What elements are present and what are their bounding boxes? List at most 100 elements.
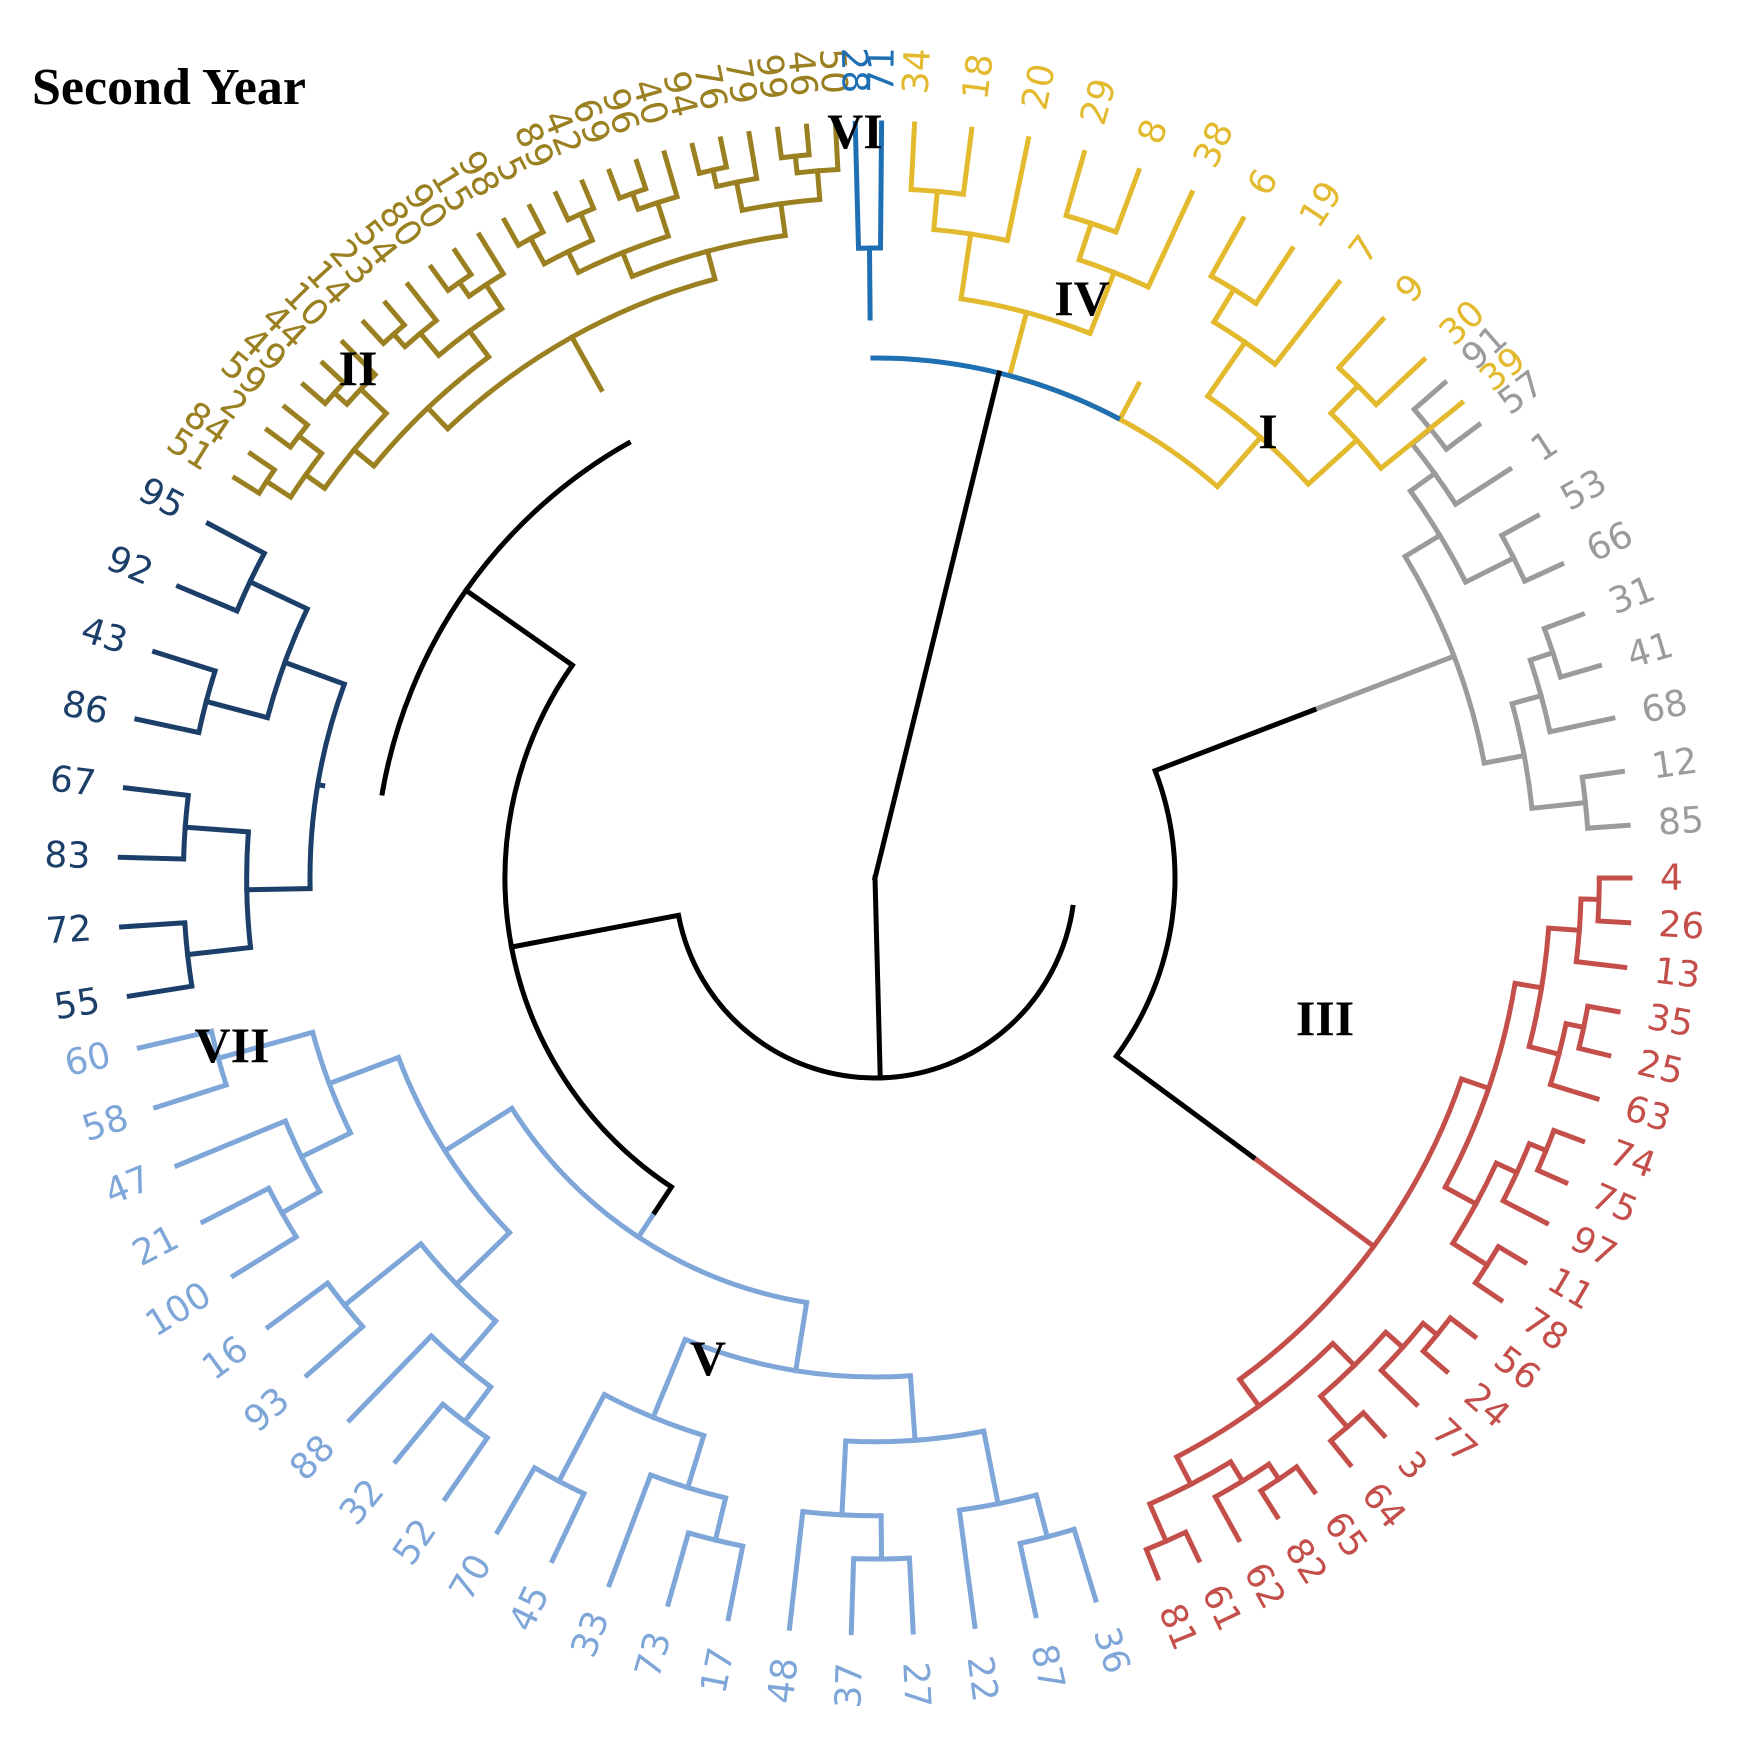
branch-V [392, 1400, 447, 1465]
leaf-label: 13 [1652, 951, 1702, 997]
branch-IV [1062, 149, 1088, 219]
branch-III [1512, 980, 1545, 991]
branch-II [564, 248, 582, 276]
cluster-stem-I [1310, 653, 1458, 714]
branch-I [1546, 715, 1616, 735]
leaf-label: 28 [833, 47, 875, 94]
branch-I [1557, 662, 1603, 681]
branch-V [215, 1029, 316, 1062]
leaf-label: 35 [1644, 997, 1696, 1045]
branch-IV [1004, 135, 1032, 244]
branch-II [427, 263, 452, 294]
branch-V [303, 1323, 367, 1379]
branch-V [792, 1299, 810, 1374]
branch-II [404, 281, 440, 324]
branch-II [579, 178, 597, 212]
backbone-arc [1114, 769, 1178, 1058]
figure-title: Second Year [32, 59, 306, 116]
branch-III [1458, 1075, 1492, 1092]
branch-II [704, 248, 718, 283]
branch-IV [958, 231, 974, 302]
branch-II [500, 216, 522, 249]
branch-III [1419, 1347, 1451, 1375]
branch-III [1329, 1339, 1358, 1369]
branch-III [1359, 1409, 1388, 1440]
branch-III [1550, 1127, 1586, 1145]
branch-V [264, 1279, 332, 1331]
cluster-label-I: I [1258, 403, 1277, 459]
cluster-stem-VI [866, 245, 873, 321]
branch-VII [244, 886, 313, 893]
leaf-label: 21 [126, 1217, 185, 1274]
backbone-branch [872, 875, 883, 1081]
branch-I [1529, 799, 1589, 812]
branch-II [482, 281, 506, 313]
branch-II [717, 135, 730, 171]
branch-III [1595, 918, 1632, 926]
branch-I [1442, 421, 1483, 453]
branch-V [152, 1081, 230, 1111]
branch-II [466, 327, 493, 361]
branch-III [1382, 1328, 1407, 1351]
branch-VII [133, 716, 202, 736]
leaf-label: 76 [685, 61, 735, 114]
branch-III [1526, 1140, 1550, 1154]
cluster-label-VII: VII [194, 1017, 269, 1073]
leaf-label: 87 [1022, 1641, 1072, 1694]
leaf-label: 93 [236, 1380, 297, 1441]
branch-V [555, 1391, 608, 1485]
branch-II [746, 130, 760, 182]
cluster-label-VI: VI [827, 103, 883, 159]
leaf-label: 86 [58, 683, 111, 733]
branch-VII [182, 824, 252, 835]
branch-V [1017, 1540, 1039, 1619]
branch-III [1573, 958, 1628, 971]
leaf-label: 95 [132, 470, 192, 528]
leaf-label: 9 [1388, 266, 1434, 311]
leaf-label: 4 [1660, 858, 1683, 899]
branch-IV [1006, 309, 1030, 379]
branch-III [1578, 896, 1602, 903]
branch-III [1493, 1159, 1521, 1176]
leaf-label: 8 [1130, 114, 1176, 150]
branch-III [1526, 1043, 1562, 1058]
branch-V [441, 1434, 491, 1503]
leaf-label: 34 [896, 47, 939, 95]
branch-II [295, 432, 326, 457]
branch-II [527, 235, 548, 268]
branch-VII [118, 920, 188, 930]
backbone-branch [1112, 1052, 1257, 1161]
branch-V [786, 1508, 806, 1631]
branch-IV [960, 126, 975, 198]
branch-III [1419, 1319, 1441, 1339]
branch-II [475, 231, 507, 278]
branch-I [1541, 611, 1586, 632]
branch-V [907, 1373, 918, 1443]
leaf-label: 52 [385, 1512, 445, 1573]
branch-IV [1008, 373, 1220, 489]
leaf-label: 68 [1638, 682, 1691, 732]
branch-IV [1144, 189, 1196, 291]
branch-V [649, 1336, 689, 1421]
branch-III [1494, 1243, 1529, 1266]
branch-II [319, 359, 348, 387]
branch-VII [184, 944, 254, 958]
branch-IV [1210, 285, 1238, 326]
branch-IV [1271, 278, 1343, 368]
backbone-branch [871, 369, 1003, 882]
leaf-label: 53 [1554, 461, 1614, 519]
branch-IV [1377, 399, 1466, 472]
branch-V [549, 1490, 588, 1564]
branch-III [1377, 1366, 1420, 1408]
branch-II [231, 474, 263, 497]
branch-II [832, 121, 841, 173]
leaf-label: 74 [1604, 1132, 1661, 1186]
branch-V [341, 1240, 425, 1309]
leaf-label: 72 [45, 908, 93, 952]
cluster-label-IV: IV [1054, 270, 1110, 326]
branch-II [814, 168, 823, 203]
branch-II [709, 167, 720, 190]
leaf-label: 3 [1389, 1444, 1435, 1489]
